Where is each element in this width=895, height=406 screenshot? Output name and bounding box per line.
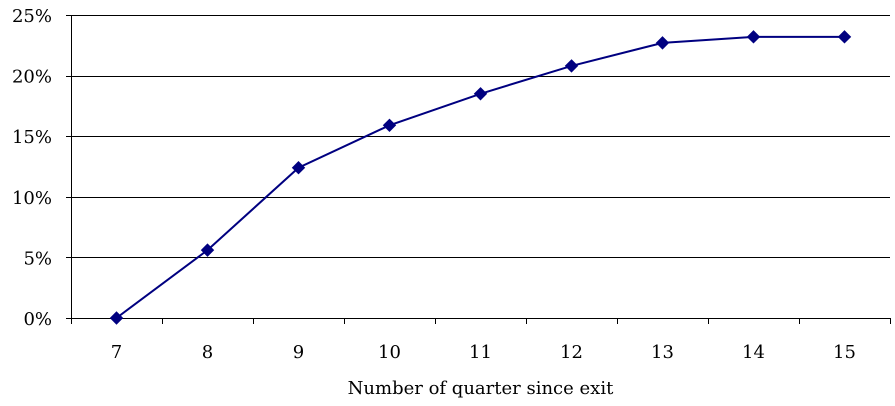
data-point-marker	[109, 311, 124, 325]
y-tick-label: 10%	[12, 188, 52, 209]
y-tick-label: 25%	[12, 6, 52, 27]
x-tick-label: 15	[833, 342, 856, 363]
series-line	[115, 35, 845, 319]
data-point-marker	[473, 87, 488, 101]
x-axis-title: Number of quarter since exit	[348, 378, 614, 399]
series-group	[109, 30, 852, 325]
data-point-marker	[655, 36, 670, 50]
y-tick-label: 15%	[12, 127, 52, 148]
x-tick-label: 12	[560, 342, 583, 363]
y-tick-label: 20%	[12, 67, 52, 88]
x-tick-label: 11	[469, 342, 492, 363]
x-axis: 7 8 9 10 11 12 13 14 15	[71, 318, 891, 363]
data-point-marker	[382, 118, 397, 132]
data-point-marker	[200, 243, 215, 257]
x-tick-label: 7	[111, 342, 122, 363]
x-tick-label: 10	[378, 342, 401, 363]
x-tick-label: 14	[742, 342, 765, 363]
data-point-marker	[837, 30, 852, 44]
y-tick-label: 0%	[23, 309, 52, 330]
data-point-marker	[746, 30, 761, 44]
x-tick-label: 13	[651, 342, 674, 363]
x-tick-label: 8	[202, 342, 213, 363]
gridlines	[71, 15, 890, 258]
y-tick-label: 5%	[23, 248, 52, 269]
data-point-marker	[564, 59, 579, 73]
y-axis-ticks: 0% 5% 10% 15% 20% 25%	[12, 6, 72, 330]
data-point-marker	[291, 161, 306, 175]
x-tick-label: 9	[293, 342, 304, 363]
